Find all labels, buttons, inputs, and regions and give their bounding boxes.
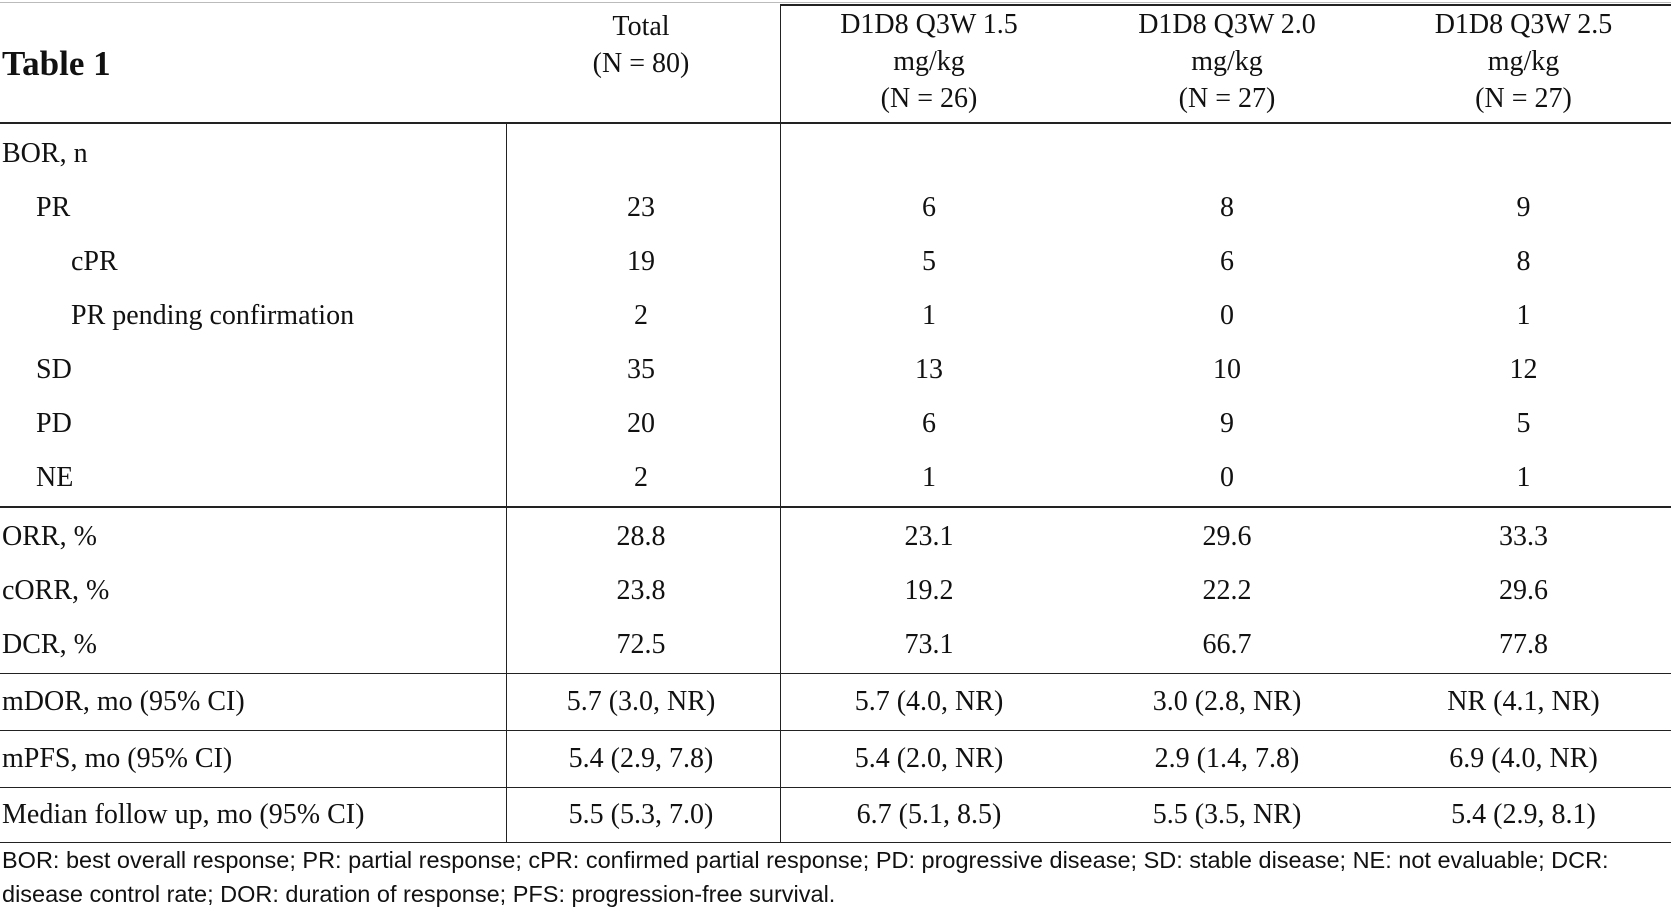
table-cell: 10 [1213, 354, 1241, 385]
row-label-bor: BOR, n [2, 138, 88, 169]
table-cell: 5.7 (4.0, NR) [854, 686, 1004, 717]
column-header-d1d8-1-5: D1D8 Q3W 1.5 mg/kg (N = 26) [780, 6, 1078, 117]
row-label-mpfs: mPFS, mo (95% CI) [2, 743, 233, 774]
row-label-mdor: mDOR, mo (95% CI) [2, 686, 245, 717]
table-cell: 6 [922, 192, 936, 223]
header-bottom-rule [0, 122, 1671, 124]
table-cell: 1 [1516, 300, 1531, 331]
table-cell: 12 [1509, 354, 1538, 385]
table-cell: 29.6 [1202, 521, 1252, 552]
table-cell: 9 [1220, 408, 1234, 439]
column-header-line: mg/kg [1487, 46, 1560, 77]
table-cell: 19 [627, 246, 655, 277]
column-header-line: D1D8 Q3W 2.5 [1434, 9, 1613, 40]
column-header-line: (N = 26) [880, 83, 978, 114]
column-header-line: D1D8 Q3W 1.5 [840, 9, 1018, 40]
table-cell: 8 [1220, 192, 1234, 223]
table-cell: 28.8 [616, 521, 666, 552]
table-cell: 2 [634, 300, 648, 331]
top-rule [0, 2, 1671, 3]
table-cell: NR (4.1, NR) [1447, 686, 1600, 717]
rate-section-bottom-rule [0, 673, 1671, 674]
label-column-divider [506, 122, 507, 842]
column-header-line: (N = 27) [1178, 83, 1276, 114]
table-cell: 6 [1220, 246, 1234, 277]
table-cell: 23 [627, 192, 655, 223]
column-header-line: D1D8 Q3W 2.0 [1138, 9, 1316, 40]
total-column-divider [780, 4, 781, 842]
mdor-bottom-rule [0, 730, 1671, 731]
table-bottom-rule [0, 842, 1671, 843]
table-cell: 33.3 [1499, 521, 1548, 552]
table-title: Table 1 [2, 44, 111, 83]
table-cell: 3.0 (2.8, NR) [1152, 686, 1302, 717]
table-cell: 0 [1220, 300, 1234, 331]
column-header-line: Total [612, 11, 670, 42]
table-cell: 9 [1516, 192, 1531, 223]
table-cell: 73.1 [904, 629, 954, 660]
row-label-orr: ORR, % [2, 521, 97, 552]
row-label-corr: cORR, % [2, 575, 110, 606]
table-cell: 2.9 (1.4, 7.8) [1154, 743, 1300, 774]
bor-section-bottom-rule [0, 506, 1671, 508]
table-cell: 5.4 (2.9, 7.8) [568, 743, 714, 774]
column-header-d1d8-2-5: D1D8 Q3W 2.5 mg/kg (N = 27) [1376, 6, 1671, 117]
table-cell: 1 [922, 462, 936, 493]
column-header-d1d8-2-0: D1D8 Q3W 2.0 mg/kg (N = 27) [1078, 6, 1376, 117]
table-cell: 23.8 [616, 575, 666, 606]
header-top-rule [780, 4, 1671, 6]
table-cell: 5.7 (3.0, NR) [566, 686, 716, 717]
table-cell: 2 [634, 462, 648, 493]
row-label-sd: SD [36, 354, 72, 385]
table-cell: 22.2 [1202, 575, 1252, 606]
table-cell: 1 [1516, 462, 1531, 493]
row-label-ne: NE [36, 462, 74, 493]
row-label-median-follow-up: Median follow up, mo (95% CI) [2, 799, 365, 830]
row-label-pd: PD [36, 408, 72, 439]
table-cell: 5 [1516, 408, 1531, 439]
table-cell: 19.2 [904, 575, 954, 606]
table-cell: 6 [922, 408, 936, 439]
column-header-line: (N = 27) [1475, 83, 1572, 114]
results-table: Table 1 Total (N = 80) D1D8 Q3W 1.5 mg/k… [0, 2, 1671, 843]
table-footnote: BOR: best overall response; PR: partial … [2, 847, 1609, 907]
table-cell: 6.9 (4.0, NR) [1449, 743, 1598, 774]
mpfs-bottom-rule [0, 787, 1671, 788]
table-cell: 8 [1516, 246, 1531, 277]
table-cell: 5.4 (2.0, NR) [854, 743, 1004, 774]
column-header-total: Total (N = 80) [506, 8, 776, 82]
row-label-pr: PR [36, 192, 71, 223]
table-cell: 77.8 [1499, 629, 1548, 660]
table-cell: 0 [1220, 462, 1234, 493]
table-cell: 20 [627, 408, 655, 439]
table-cell: 66.7 [1202, 629, 1252, 660]
row-label-cpr: cPR [71, 246, 118, 277]
table-cell: 5.5 (5.3, 7.0) [568, 799, 714, 830]
table-cell: 6.7 (5.1, 8.5) [856, 799, 1002, 830]
column-header-line: mg/kg [893, 46, 965, 77]
table-cell: 23.1 [904, 521, 954, 552]
table-cell: 5 [922, 246, 936, 277]
table-cell: 35 [627, 354, 655, 385]
table-cell: 5.4 (2.9, 8.1) [1451, 799, 1596, 830]
table-cell: 13 [915, 354, 943, 385]
table-cell: 5.5 (3.5, NR) [1152, 799, 1302, 830]
table-cell: 1 [922, 300, 936, 331]
column-header-line: (N = 80) [592, 48, 690, 79]
row-label-pr-pending: PR pending confirmation [71, 300, 355, 331]
row-label-dcr: DCR, % [2, 629, 97, 660]
table-cell: 72.5 [616, 629, 666, 660]
column-header-line: mg/kg [1191, 46, 1263, 77]
table-cell: 29.6 [1499, 575, 1548, 606]
